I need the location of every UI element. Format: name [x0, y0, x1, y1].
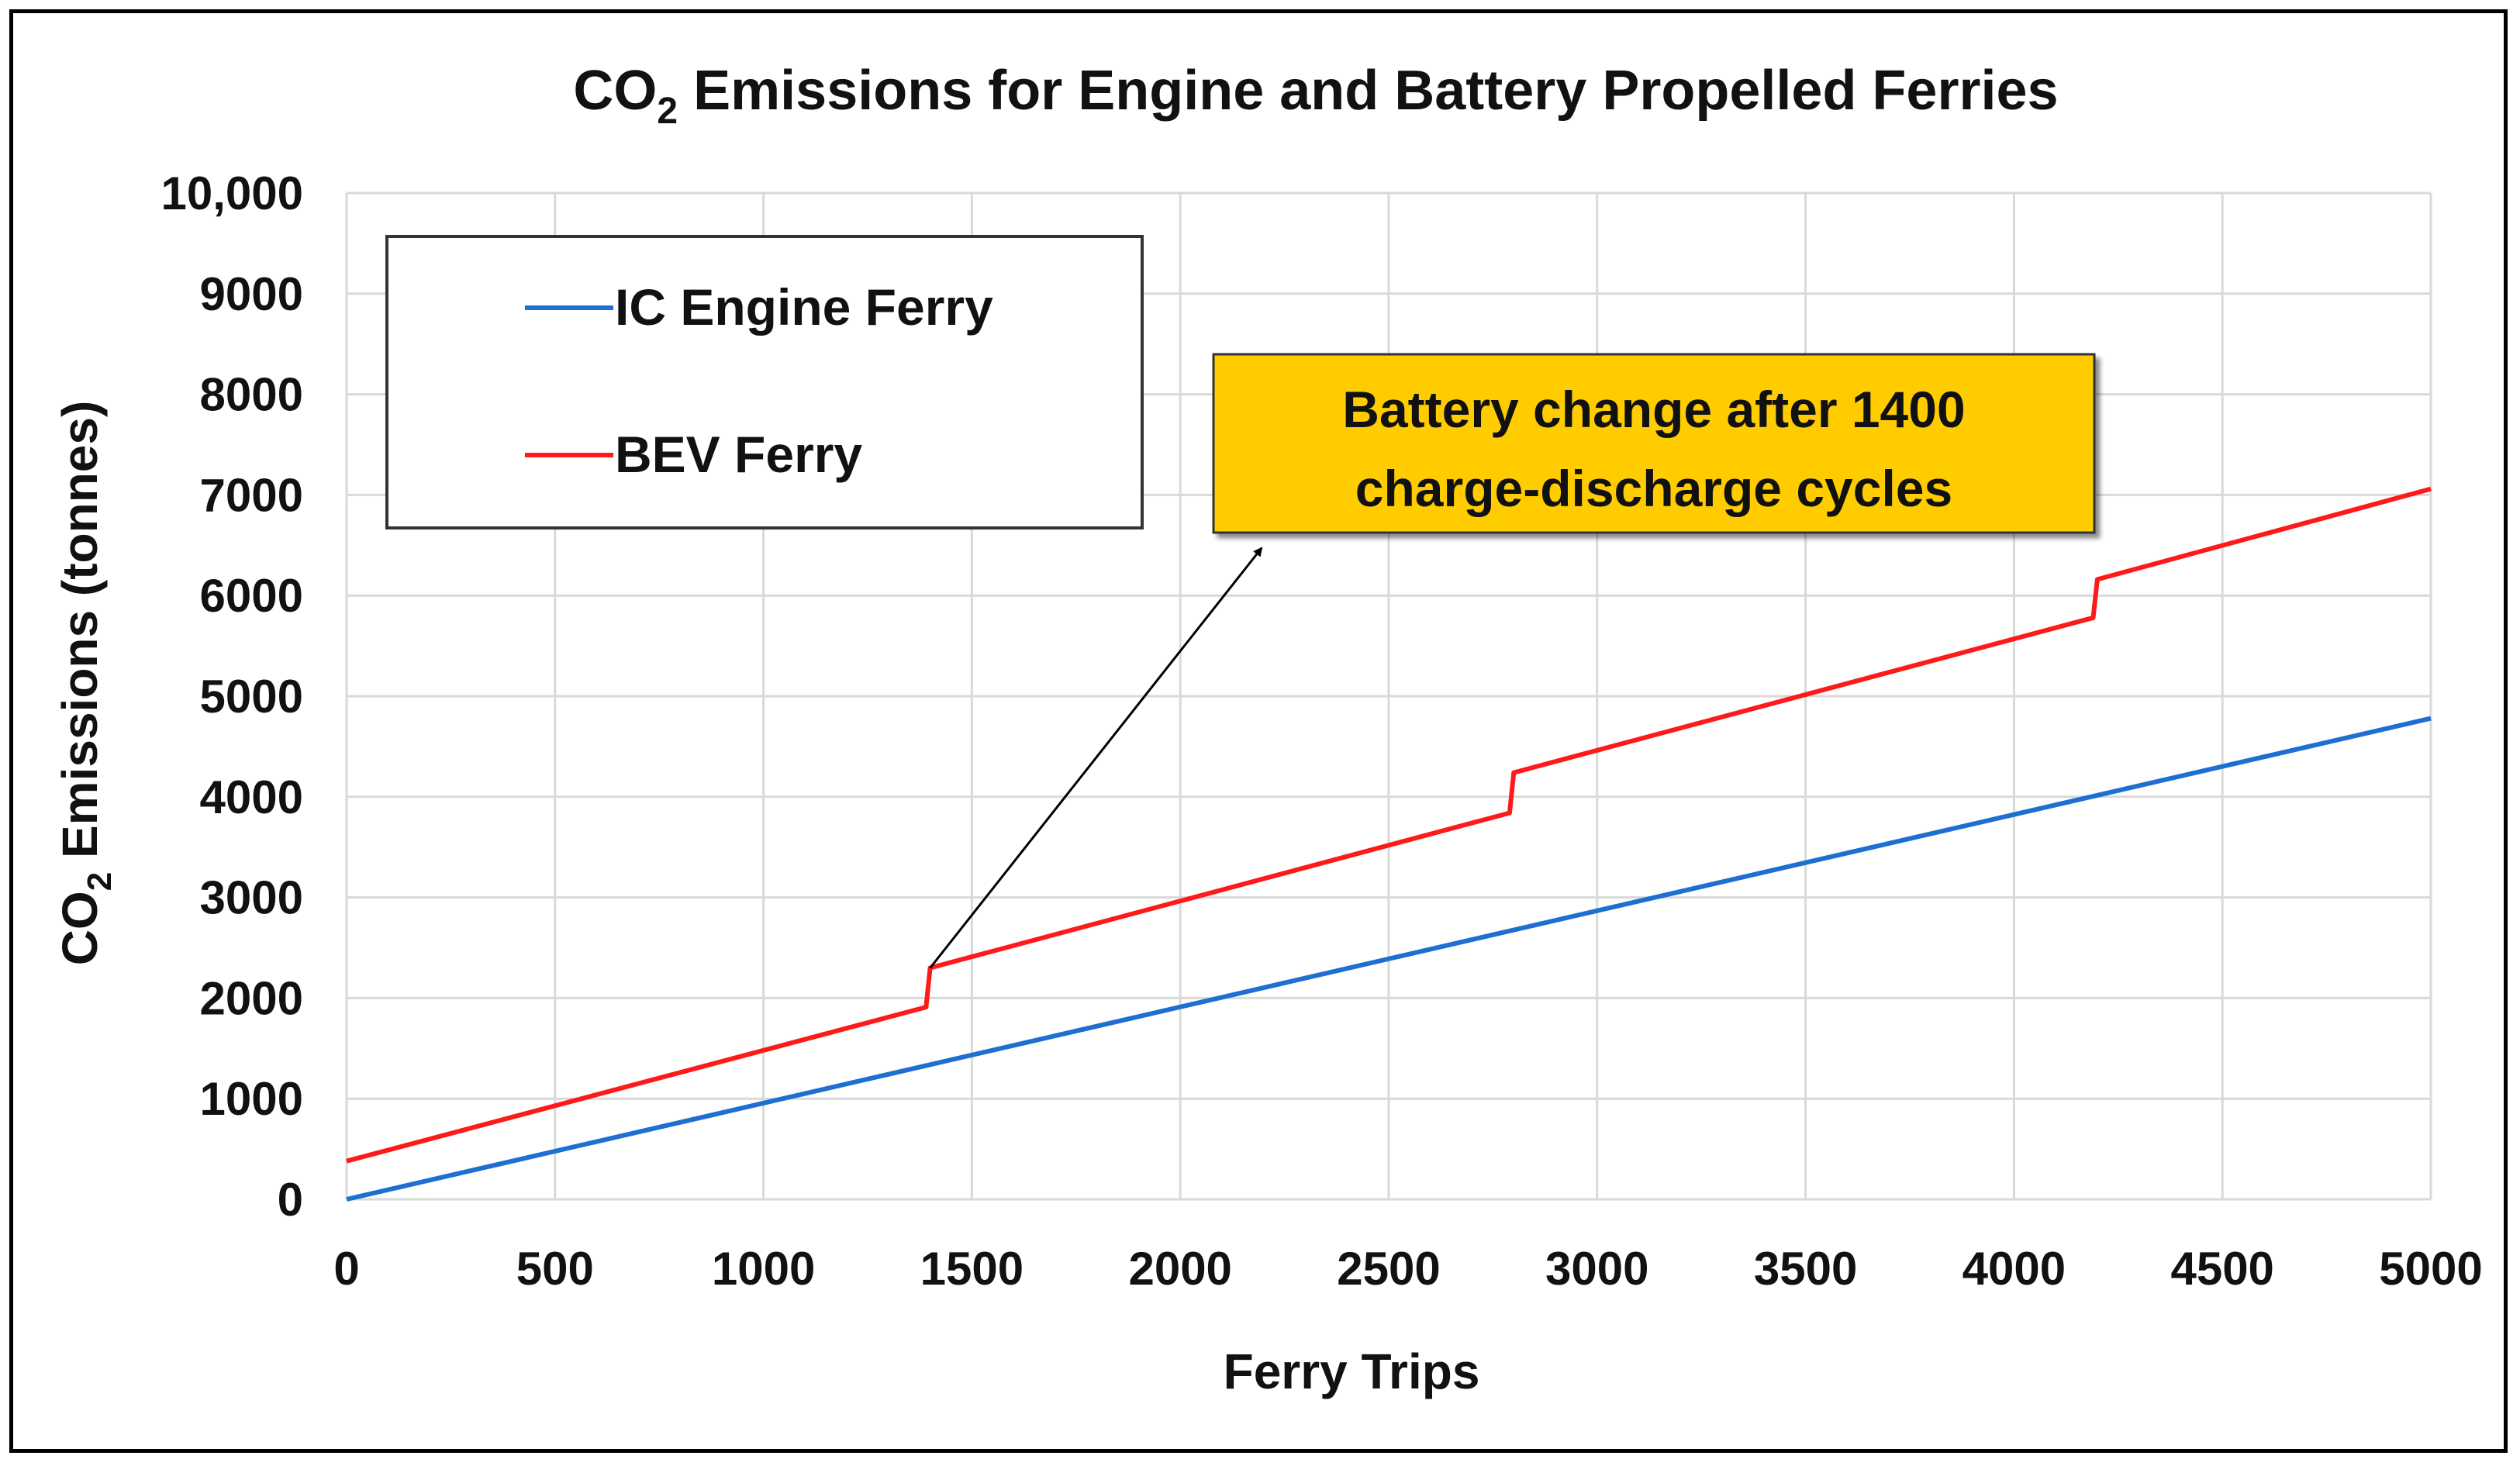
x-tick-label: 4500 [2170, 1243, 2273, 1295]
x-tick-label: 1000 [712, 1243, 815, 1295]
y-tick-label: 3000 [200, 872, 303, 924]
callout-box [1212, 353, 2096, 534]
y-tick-label: 1000 [200, 1073, 303, 1125]
legend-label-ic-engine: IC Engine Ferry [615, 278, 993, 336]
x-tick-label: 2500 [1337, 1243, 1440, 1295]
series-lines [346, 486, 2432, 1202]
y-tick-label: 9000 [200, 268, 303, 320]
x-tick-labels: 0 500 1000 1500 2000 2500 3000 3500 4000 4500 5000 [333, 1243, 2482, 1295]
chart-frame: CO2 Emissions for Engine and Battery Pro… [9, 9, 2508, 1453]
series-line-bev-ferry [346, 486, 2432, 1164]
x-tick-label: 3000 [1545, 1243, 1648, 1295]
x-tick-label: 1500 [920, 1243, 1024, 1295]
x-tick-label: 3500 [1754, 1243, 1857, 1295]
y-axis-title: CO2 Emissions (tonnes) [52, 401, 119, 966]
y-tick-label: 2000 [200, 972, 303, 1024]
y-tick-label: 6000 [200, 570, 303, 622]
x-tick-label: 0 [333, 1243, 359, 1295]
callout-line-2: charge-discharge cycles [1355, 460, 1952, 517]
annotation-arrow [929, 547, 1263, 969]
y-tick-label: 0 [278, 1174, 303, 1226]
x-tick-label: 2000 [1128, 1243, 1231, 1295]
y-tick-label: 10,000 [161, 167, 303, 219]
legend-label-bev: BEV Ferry [615, 426, 862, 483]
legend-box [385, 235, 1144, 529]
x-tick-label: 4000 [1962, 1243, 2066, 1295]
x-tick-label: 500 [516, 1243, 594, 1295]
y-tick-label: 5000 [200, 671, 303, 723]
y-tick-label: 8000 [200, 369, 303, 421]
legend: IC Engine Ferry BEV Ferry [385, 235, 1144, 529]
x-tick-label: 5000 [2379, 1243, 2482, 1295]
y-tick-labels: 0 1000 2000 3000 4000 5000 6000 7000 8000 9000 10,… [161, 167, 303, 1226]
annotation-callout: Battery change after 1400 charge-dischar… [1212, 353, 2096, 534]
x-axis-title: Ferry Trips [1224, 1344, 1480, 1399]
chart-title: CO2 Emissions for Engine and Battery Pro… [573, 60, 2058, 132]
callout-line-1: Battery change after 1400 [1342, 381, 1965, 438]
y-tick-label: 4000 [200, 771, 303, 823]
y-tick-label: 7000 [200, 469, 303, 521]
chart: CO2 Emissions for Engine and Battery Pro… [52, 60, 2483, 1399]
series-line-ic-engine-ferry [346, 716, 2432, 1202]
